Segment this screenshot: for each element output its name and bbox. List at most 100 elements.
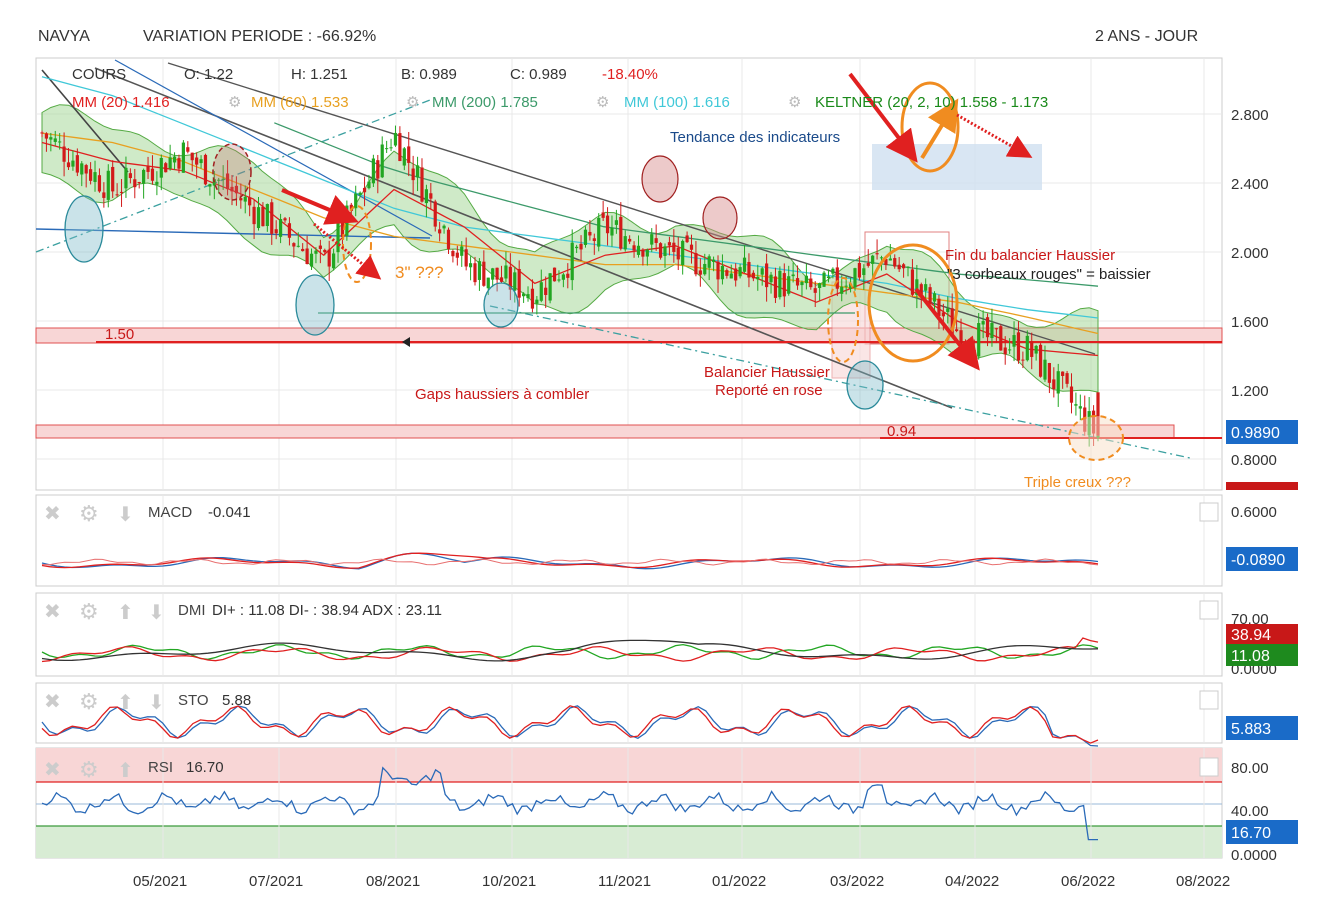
candle-body — [181, 142, 185, 173]
candle-body — [287, 223, 292, 238]
date-tick: 10/2021 — [482, 873, 536, 890]
legend-high: H: 1.251 — [291, 66, 348, 83]
candle-body — [751, 272, 755, 279]
candle-body — [1047, 363, 1051, 383]
candle-body — [871, 255, 875, 264]
last-price-value: 0.9890 — [1231, 425, 1280, 442]
candle-body — [517, 269, 521, 298]
red-arrow-icon — [281, 188, 359, 225]
candle-body — [575, 246, 579, 249]
rsi-checkbox[interactable] — [1199, 757, 1219, 777]
candle-body — [376, 160, 380, 179]
candle-body — [150, 168, 155, 181]
candle-body — [318, 245, 322, 249]
candle-body — [853, 268, 857, 288]
price-axis: 2.800 2.400 2.000 1.600 1.200 0.8000 — [1231, 107, 1277, 469]
candle-body — [650, 234, 654, 245]
candle-body — [362, 187, 367, 193]
candle-body — [685, 235, 689, 243]
keltner-gear-icon[interactable]: ⚙ — [788, 94, 801, 111]
candle-body — [128, 173, 132, 179]
price-tick: 2.000 — [1231, 245, 1269, 262]
red-dotted-arrow-icon — [313, 222, 382, 280]
candle-body — [663, 246, 667, 256]
candle-body — [248, 197, 252, 206]
candle-body — [389, 147, 393, 149]
arrow-down-icon[interactable]: ⬇ — [148, 692, 165, 714]
candle-body — [544, 287, 548, 295]
arrow-down-icon[interactable]: ⬇ — [117, 504, 134, 526]
candle-body — [601, 212, 605, 218]
arrow-up-icon[interactable]: ⬆ — [117, 760, 134, 782]
candle-body — [535, 299, 539, 304]
price-axis-red-badge — [1226, 482, 1298, 490]
candle-body — [367, 181, 371, 189]
candle-body — [804, 275, 808, 284]
gear-icon[interactable]: ⚙ — [79, 757, 99, 782]
low-circle-2 — [295, 274, 335, 336]
mm60-gear-icon[interactable]: ⚙ — [228, 94, 241, 111]
macd-signal-line — [41, 552, 1099, 569]
candle-body — [716, 261, 720, 280]
close-icon[interactable]: ✖ — [44, 601, 61, 623]
candle-body — [822, 272, 826, 287]
top-circle-1 — [212, 143, 252, 201]
candle-body — [407, 146, 411, 163]
candle-body — [977, 323, 981, 357]
candle-body — [89, 169, 93, 181]
candle-body — [75, 155, 79, 173]
candle-body — [946, 308, 950, 312]
dmi-checkbox[interactable] — [1199, 600, 1219, 620]
candle-body — [217, 179, 221, 181]
candle-body — [862, 268, 866, 276]
question-note: 3" ??? — [395, 263, 444, 282]
arrow-up-icon[interactable]: ⬆ — [117, 602, 134, 624]
arrow-down-icon[interactable]: ⬇ — [148, 602, 165, 624]
candle-body — [972, 350, 976, 352]
candle-body — [186, 147, 190, 152]
candle-body — [729, 273, 733, 279]
gear-icon[interactable]: ⚙ — [79, 599, 99, 624]
candle-body — [950, 308, 954, 335]
legend-mm100: MM (100) 1.616 — [624, 94, 730, 111]
candle-body — [1038, 344, 1043, 377]
date-tick: 06/2022 — [1061, 873, 1115, 890]
close-icon[interactable]: ✖ — [44, 691, 61, 713]
candle-body — [411, 168, 415, 181]
candle-body — [548, 273, 552, 301]
close-icon[interactable]: ✖ — [44, 503, 61, 525]
candle-body — [208, 184, 212, 187]
candle-body — [1003, 347, 1007, 355]
candle-body — [424, 189, 429, 204]
candle-body — [309, 253, 314, 267]
candle-body — [875, 253, 879, 255]
candle-body — [632, 245, 636, 251]
mm200-gear-icon[interactable]: ⚙ — [406, 94, 419, 111]
arrow-up-icon[interactable]: ⬆ — [117, 692, 134, 714]
mm100-gear-icon[interactable]: ⚙ — [596, 94, 609, 111]
trend-dotted-arrow-icon — [956, 113, 1033, 158]
candle-body — [358, 192, 362, 195]
gear-icon[interactable]: ⚙ — [79, 689, 99, 714]
candle-body — [610, 227, 614, 236]
gear-icon[interactable]: ⚙ — [79, 501, 99, 526]
candle-body — [835, 267, 839, 289]
candle-body — [1069, 386, 1074, 403]
sto-checkbox[interactable] — [1199, 690, 1219, 710]
macd-last-value: -0.0890 — [1231, 552, 1285, 569]
candle-body — [1034, 345, 1038, 354]
close-icon[interactable]: ✖ — [44, 759, 61, 781]
candle-body — [579, 243, 583, 250]
date-tick: 08/2021 — [366, 873, 420, 890]
macd-checkbox[interactable] — [1199, 502, 1219, 522]
candle-body — [274, 229, 278, 234]
candle-body — [1008, 349, 1012, 351]
candle-body — [990, 323, 994, 339]
candle-body — [725, 270, 729, 276]
candle-body — [40, 132, 44, 134]
candle-body — [888, 258, 892, 261]
price-tick: 2.400 — [1231, 176, 1269, 193]
support-zone — [35, 424, 1175, 439]
candle-body — [623, 236, 627, 250]
